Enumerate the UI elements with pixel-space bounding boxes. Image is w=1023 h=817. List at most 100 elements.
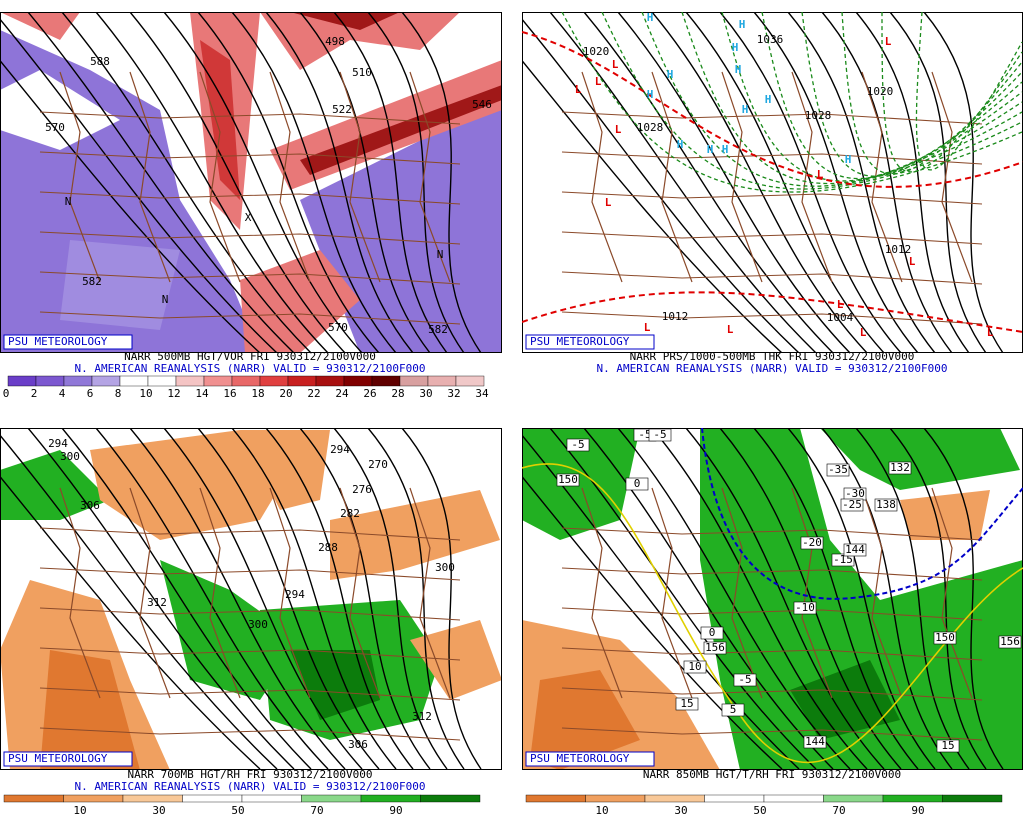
thickness xyxy=(915,12,1023,171)
boundary xyxy=(39,151,461,165)
contour xyxy=(163,12,363,353)
contour xyxy=(95,428,329,770)
map-label: 294 xyxy=(48,437,68,450)
thickness xyxy=(841,12,1023,175)
scale-swatch xyxy=(882,794,943,803)
map-label: -35 xyxy=(828,463,848,476)
scale-label: 70 xyxy=(832,804,845,817)
boundary xyxy=(561,271,983,285)
map-label: 582 xyxy=(82,275,102,288)
scale-label: 30 xyxy=(152,804,165,817)
boundary xyxy=(129,71,171,283)
label-box xyxy=(888,461,912,475)
thickness xyxy=(881,12,1023,173)
map-label: 1028 xyxy=(637,121,664,134)
boundary xyxy=(409,71,451,283)
map-label: 312 xyxy=(412,710,432,723)
map-label: 1036 xyxy=(757,33,784,46)
thickness xyxy=(801,12,1023,177)
scale-label: 30 xyxy=(674,804,687,817)
thickness xyxy=(641,12,1023,187)
boundary xyxy=(269,487,311,699)
contour xyxy=(231,12,397,353)
boundary xyxy=(39,727,461,741)
map-label: 150 xyxy=(558,473,578,486)
label-box xyxy=(936,739,960,753)
scale-swatch xyxy=(63,375,93,387)
scale-swatch xyxy=(399,375,429,387)
map-label: H xyxy=(647,88,654,101)
scale-label: 10 xyxy=(139,387,152,400)
boundary xyxy=(791,71,833,283)
map-label: 15 xyxy=(941,739,954,752)
map-label: L xyxy=(575,83,582,96)
map-label: L xyxy=(987,326,994,339)
boundary xyxy=(561,111,983,125)
map-label: H xyxy=(739,18,746,31)
contour xyxy=(685,12,885,353)
label-box xyxy=(675,697,699,711)
boundary xyxy=(39,687,461,701)
scale-label: 12 xyxy=(167,387,180,400)
contour xyxy=(522,18,800,353)
boundary xyxy=(39,231,461,245)
contour xyxy=(197,428,380,770)
map-label: L xyxy=(615,123,622,136)
scale-swatch xyxy=(301,794,362,803)
contour xyxy=(855,428,970,770)
boundary xyxy=(581,487,623,699)
map-label: 0 xyxy=(634,477,641,490)
map-label: 15 xyxy=(680,697,693,710)
map-label: L xyxy=(860,326,867,339)
contour xyxy=(231,428,397,770)
contour xyxy=(617,428,851,770)
credit-box xyxy=(525,334,655,350)
panel-frame xyxy=(0,12,1023,770)
scale-label: 50 xyxy=(753,804,766,817)
scale-swatch xyxy=(231,375,261,387)
boundary xyxy=(39,191,461,205)
contour xyxy=(685,428,885,770)
contour xyxy=(61,428,312,770)
contour xyxy=(299,428,431,770)
map-title: NARR 850MB HGT/T/RH FRI 930312/2100V000 xyxy=(643,768,901,781)
credit: PSU METEOROLOGY xyxy=(8,752,108,765)
contour xyxy=(821,428,953,770)
map-subtitle: N. AMERICAN REANALYSIS (NARR) VALID = 93… xyxy=(75,780,426,793)
scale-swatch xyxy=(119,375,149,387)
thickness xyxy=(522,291,1023,333)
map-label: H xyxy=(845,153,852,166)
scale-swatch xyxy=(241,794,302,803)
scale-swatch xyxy=(3,794,64,803)
contour xyxy=(753,428,919,770)
credit-box xyxy=(525,751,655,767)
map-title: NARR PRS/1000-500MB THK FRI 930312/2100V… xyxy=(630,350,915,363)
label-box xyxy=(733,673,757,687)
map-label: 300 xyxy=(435,561,455,574)
boundary xyxy=(129,487,171,699)
map-label: 546 xyxy=(472,98,492,111)
map-label: -30 xyxy=(845,487,865,500)
boundary xyxy=(199,487,241,699)
scale-swatch xyxy=(63,794,124,803)
map-label: -5 xyxy=(638,428,651,441)
contour xyxy=(889,12,987,353)
contour xyxy=(95,12,329,353)
map-label: 5 xyxy=(730,703,737,716)
map-label: 138 xyxy=(876,498,896,511)
map-label: 306 xyxy=(80,499,100,512)
contour xyxy=(522,59,783,353)
scale-swatch xyxy=(203,375,233,387)
map-label: 1020 xyxy=(583,45,610,58)
map-contours xyxy=(0,428,482,770)
contour xyxy=(787,12,936,353)
map-lines xyxy=(0,12,1023,770)
boundary xyxy=(561,607,983,621)
scale-swatch xyxy=(147,375,177,387)
map-subtitle: N. AMERICAN REANALYSIS (NARR) VALID = 93… xyxy=(597,362,948,375)
map-label: 282 xyxy=(340,507,360,520)
map-label: 288 xyxy=(318,541,338,554)
scale-swatch xyxy=(175,375,205,387)
map-label: H xyxy=(667,68,674,81)
scale-swatch xyxy=(585,794,646,803)
